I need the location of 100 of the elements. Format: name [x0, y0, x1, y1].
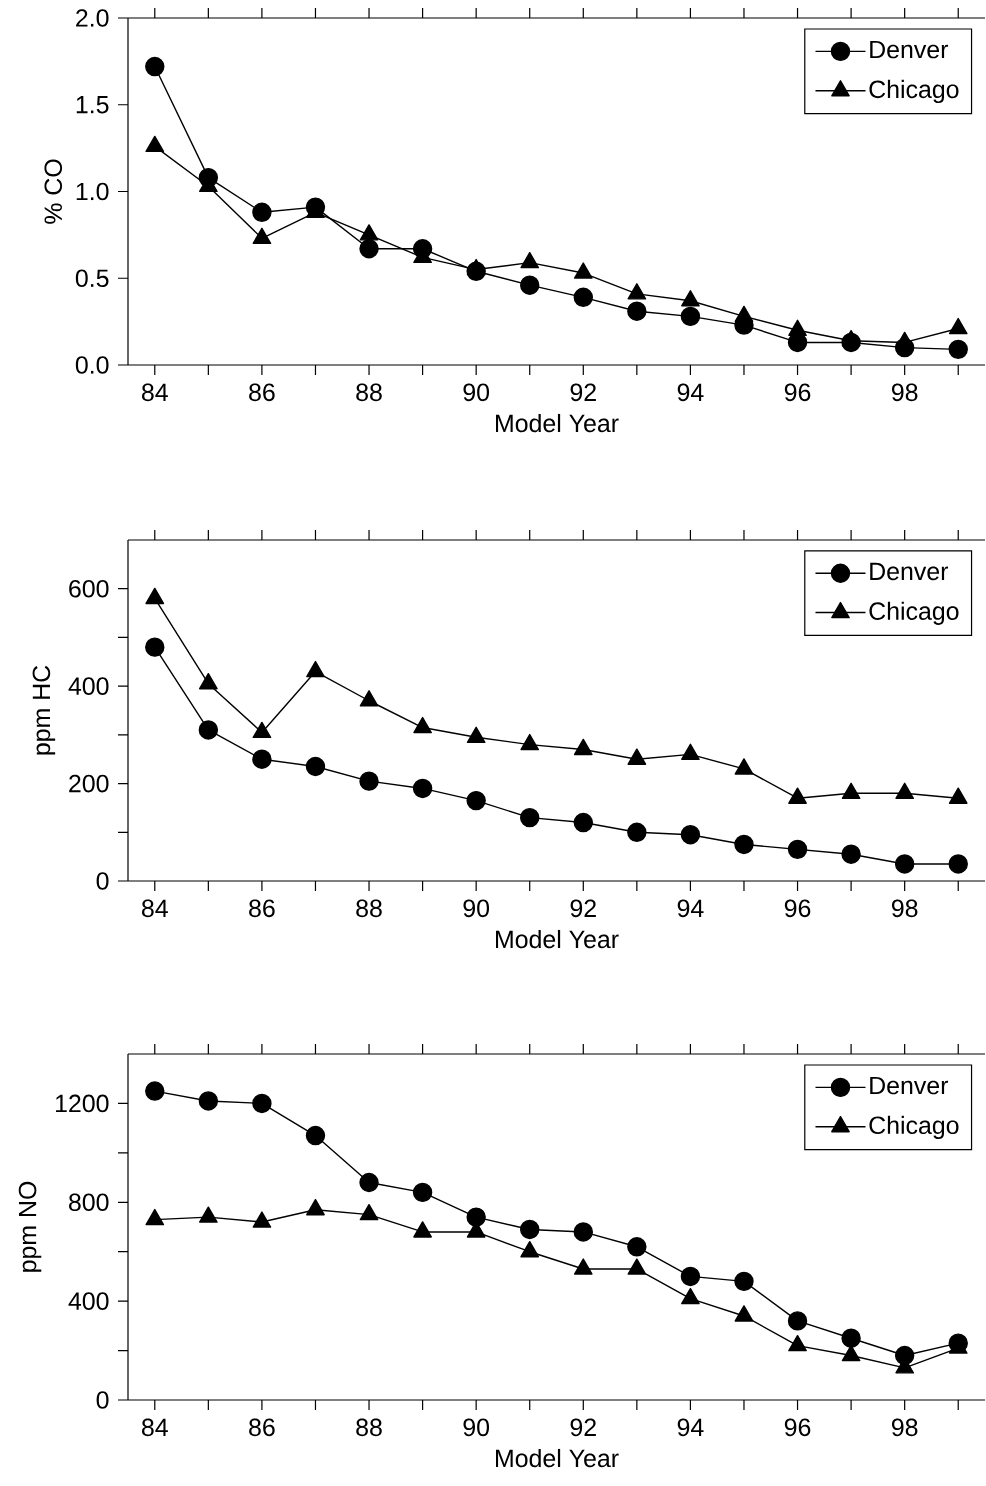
- x-tick-label: 94: [677, 383, 704, 402]
- point: [252, 227, 272, 245]
- point: [681, 1287, 700, 1305]
- x-tick-label: 84: [142, 1418, 168, 1437]
- point: [948, 854, 968, 874]
- legend-label: Chicago: [869, 1115, 959, 1140]
- point: [788, 319, 807, 336]
- point: [841, 330, 861, 347]
- point: [948, 339, 968, 360]
- point: [198, 720, 219, 740]
- point: [412, 778, 433, 799]
- point: [466, 790, 486, 811]
- x-axis-title: Model Year: [496, 929, 619, 949]
- point: [252, 749, 272, 769]
- point: [359, 224, 379, 241]
- point: [841, 844, 861, 864]
- point: [520, 251, 540, 269]
- point: [359, 239, 379, 259]
- point: [198, 1091, 219, 1111]
- point: [627, 283, 647, 300]
- point: [520, 1219, 540, 1240]
- point: [306, 660, 325, 678]
- point: [627, 1237, 647, 1257]
- point: [573, 812, 593, 833]
- y-axis-title: % CO: [44, 159, 63, 224]
- point: [734, 834, 754, 855]
- point: [413, 1221, 432, 1238]
- x-tick-label: 98: [891, 1418, 918, 1437]
- point: [573, 1222, 593, 1242]
- point: [948, 317, 968, 335]
- x-tick-label: 98: [891, 899, 918, 918]
- point: [680, 1266, 701, 1287]
- y-tick-label: 1.5: [76, 96, 109, 114]
- point: [520, 733, 540, 751]
- legend-label: Chicago: [869, 79, 959, 104]
- x-tick-label: 84: [142, 899, 168, 918]
- point: [573, 738, 593, 756]
- x-tick-label: 96: [784, 899, 811, 918]
- point: [627, 748, 647, 765]
- x-tick-label: 98: [891, 383, 918, 402]
- point: [198, 1206, 218, 1223]
- x-tick-label: 90: [463, 899, 490, 918]
- x-tick-label: 88: [356, 1418, 382, 1437]
- y-axis-title: ppm HC: [32, 665, 56, 755]
- point: [788, 787, 807, 804]
- point: [145, 135, 165, 153]
- point: [198, 673, 218, 690]
- point: [787, 839, 808, 860]
- point: [894, 854, 915, 874]
- x-tick-label: 94: [677, 899, 704, 918]
- x-tick-label: 88: [356, 899, 382, 918]
- point: [359, 1172, 379, 1193]
- x-tick-label: 92: [570, 383, 596, 402]
- x-tick-label: 84: [142, 383, 168, 402]
- x-tick-label: 86: [249, 383, 275, 402]
- x-axis-title: Model Year: [496, 1448, 619, 1468]
- point: [627, 1258, 647, 1275]
- point: [627, 822, 647, 842]
- x-axis-title: Model Year: [496, 413, 619, 433]
- y-tick-label: 200: [69, 774, 109, 793]
- point: [466, 1207, 486, 1227]
- y-axis-title: ppm NO: [18, 1181, 42, 1272]
- point: [734, 305, 754, 323]
- y-tick-label: 600: [69, 579, 109, 598]
- point: [734, 758, 754, 775]
- x-tick-label: 92: [570, 899, 596, 918]
- point: [252, 202, 272, 222]
- x-tick-label: 94: [677, 1418, 704, 1437]
- point: [681, 743, 700, 761]
- point: [412, 1182, 433, 1203]
- point: [680, 825, 701, 845]
- point: [252, 721, 272, 739]
- point: [252, 1211, 272, 1228]
- y-tick-label: 0: [96, 872, 109, 890]
- point: [252, 1093, 272, 1114]
- point: [681, 290, 700, 307]
- point: [573, 262, 593, 279]
- x-tick-label: 86: [249, 899, 275, 918]
- point: [627, 301, 647, 321]
- point: [734, 1305, 754, 1322]
- point: [788, 1334, 807, 1352]
- point: [680, 306, 701, 327]
- point: [466, 258, 486, 276]
- point: [948, 787, 968, 804]
- legend-label: Denver: [870, 562, 949, 581]
- point: [359, 771, 379, 791]
- y-tick-label: 800: [69, 1193, 109, 1212]
- legend-label: Denver: [870, 40, 949, 59]
- y-tick-label: 400: [68, 677, 109, 695]
- y-tick-label: 1.0: [76, 182, 109, 201]
- y-tick-label: 0: [96, 1391, 109, 1409]
- point: [145, 1081, 165, 1101]
- y-tick-label: 0.0: [75, 356, 109, 374]
- point: [520, 275, 540, 295]
- x-tick-label: 90: [463, 383, 490, 402]
- point: [466, 726, 486, 743]
- point: [895, 782, 915, 799]
- point: [841, 1344, 861, 1362]
- legend-label: Chicago: [869, 601, 959, 625]
- point: [573, 1258, 593, 1275]
